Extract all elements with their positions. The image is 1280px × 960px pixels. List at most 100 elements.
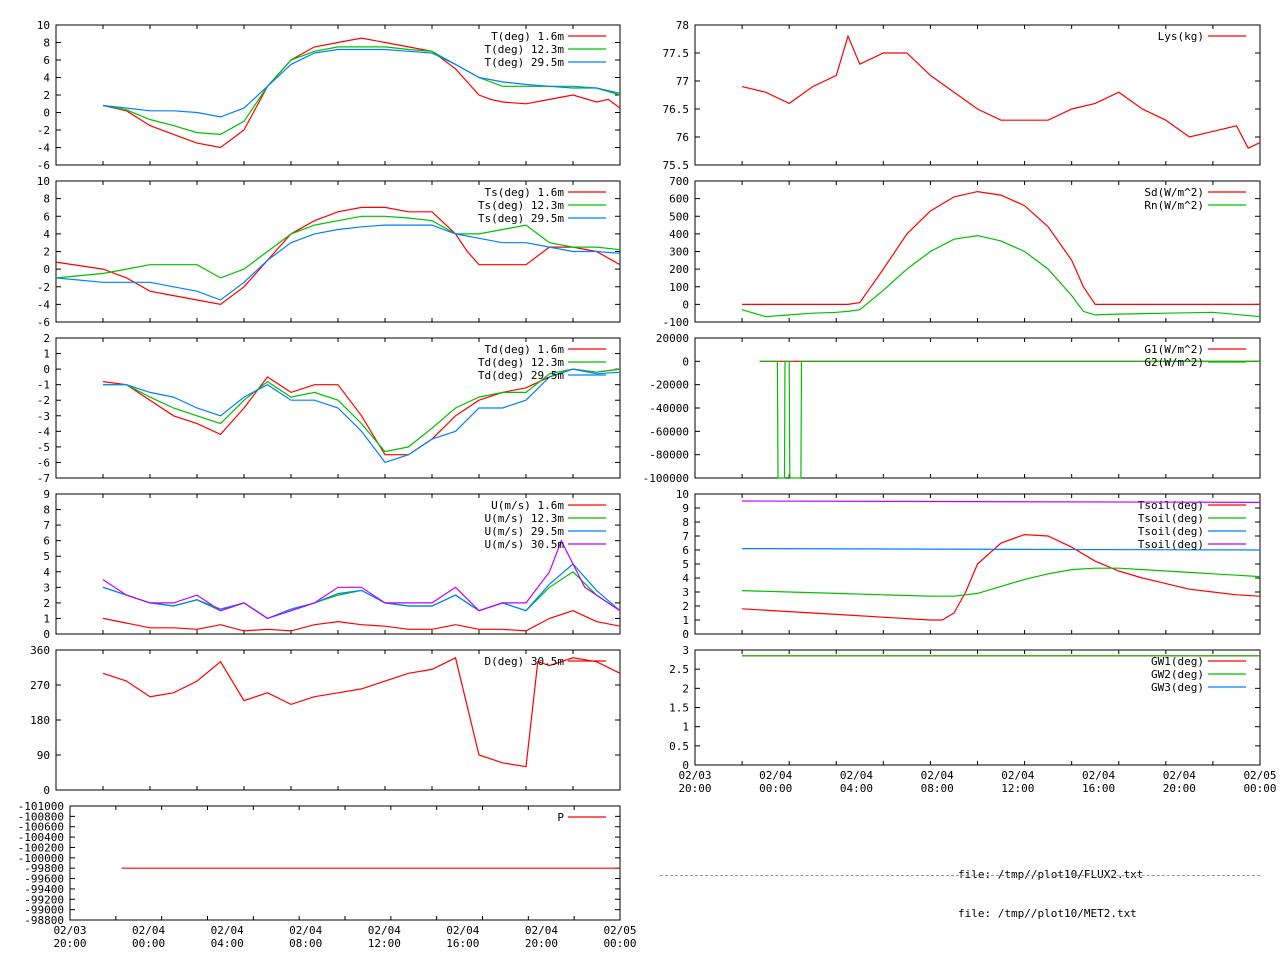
- ytick-label: -3: [37, 410, 50, 423]
- ytick-label: 9: [43, 488, 50, 501]
- ytick-label: 2: [43, 246, 50, 259]
- ytick-label: 360: [30, 644, 50, 657]
- ytick-label: 4: [43, 228, 50, 241]
- xtick-label: 02/04: [446, 924, 479, 937]
- ytick-label: -20000: [649, 379, 689, 392]
- ytick-label: 0: [43, 107, 50, 120]
- series-line-3-1: [102, 571, 621, 620]
- ytick-label: 500: [669, 210, 689, 223]
- ytick-label: 5: [43, 550, 50, 563]
- series-line-8-1: [759, 360, 1260, 479]
- file-info-line-1: file: /tmp//plot10/FLUX2.txt: [958, 868, 1144, 881]
- ytick-label: 10: [37, 19, 50, 32]
- ytick-label: -99400: [24, 883, 64, 896]
- series-line-2-1: [103, 368, 621, 453]
- series-line-9-0: [742, 533, 1261, 621]
- ytick-label: -100600: [18, 821, 64, 834]
- series-line-7-0: [742, 190, 1260, 305]
- ytick-label: 1: [43, 348, 50, 361]
- xtick-label: 00:00: [132, 937, 165, 950]
- legend-label: Tsoil(deg): [1138, 499, 1204, 512]
- ytick-label: 0: [682, 298, 689, 311]
- xtick-label: 04:00: [211, 937, 244, 950]
- ytick-label: -6: [37, 159, 50, 172]
- ytick-label: 8: [43, 193, 50, 206]
- ytick-label: 2: [43, 89, 50, 102]
- xtick-label: 02/04: [525, 924, 558, 937]
- ytick-label: 270: [30, 679, 50, 692]
- ytick-label: 76.5: [663, 103, 690, 116]
- legend-label: P: [557, 811, 564, 824]
- ytick-label: -2: [37, 124, 50, 137]
- legend-label: Td(deg) 29.5m: [478, 369, 564, 382]
- ytick-label: -80000: [649, 449, 689, 462]
- xtick-label: 02/05: [1243, 769, 1276, 782]
- ytick-label: 0: [43, 263, 50, 276]
- ytick-label: 300: [669, 246, 689, 259]
- ytick-label: 3: [43, 581, 50, 594]
- xtick-label: 04:00: [840, 782, 873, 795]
- legend-label: Td(deg) 1.6m: [485, 343, 565, 356]
- xtick-label: 02/04: [1163, 769, 1196, 782]
- xtick-label: 02/04: [840, 769, 873, 782]
- ytick-label: 10: [37, 175, 50, 188]
- ytick-label: -4: [37, 425, 51, 438]
- ytick-label: 7: [43, 519, 50, 532]
- ytick-label: -100400: [18, 831, 64, 844]
- ytick-label: 8: [43, 504, 50, 517]
- ytick-label: 20000: [656, 332, 689, 345]
- ytick-label: -100200: [18, 841, 64, 854]
- ytick-label: 400: [669, 228, 689, 241]
- ytick-label: -99600: [24, 873, 64, 886]
- legend-label: G1(W/m^2): [1144, 343, 1204, 356]
- xtick-label: 02/04: [1082, 769, 1115, 782]
- ytick-label: 2: [43, 597, 50, 610]
- ytick-label: 6: [43, 535, 50, 548]
- ytick-label: 600: [669, 193, 689, 206]
- xtick-label: 00:00: [759, 782, 792, 795]
- legend-label: GW3(deg): [1151, 681, 1204, 694]
- series-line-1-2: [55, 224, 621, 301]
- xtick-label: 02/04: [921, 769, 954, 782]
- divider-line: [660, 875, 1260, 876]
- series-line-0-1: [102, 46, 621, 136]
- ytick-label: -1: [37, 379, 50, 392]
- ytick-label: -100: [663, 316, 690, 329]
- series-line-2-2: [103, 368, 621, 464]
- xtick-label: 02/04: [132, 924, 165, 937]
- series-line-9-1: [742, 567, 1261, 597]
- plot-frame-6: [694, 24, 1261, 166]
- series-line-1-1: [55, 215, 621, 279]
- xtick-label: 12:00: [1001, 782, 1034, 795]
- legend-label: D(deg) 30.5m: [485, 655, 565, 668]
- xtick-label: 02/03: [53, 924, 86, 937]
- series-line-0-2: [102, 48, 621, 118]
- ytick-label: 0: [682, 759, 689, 772]
- ytick-label: -5: [37, 441, 50, 454]
- ytick-label: 2.5: [669, 663, 689, 676]
- series-line-9-3: [742, 500, 1261, 503]
- ytick-label: -100000: [643, 472, 689, 485]
- xtick-label: 02/04: [289, 924, 322, 937]
- series-line-9-2: [742, 547, 1261, 551]
- legend-label: G2(W/m^2): [1144, 356, 1204, 369]
- xtick-label: 08:00: [921, 782, 954, 795]
- ytick-label: 2: [43, 332, 50, 345]
- series-line-0-0: [102, 37, 621, 149]
- ytick-label: 6: [43, 54, 50, 67]
- ytick-label: -2: [37, 394, 50, 407]
- ytick-label: -101000: [18, 800, 64, 813]
- xtick-label: 00:00: [603, 937, 636, 950]
- file-info: file: /tmp//plot10/FLUX2.txt file: /tmp/…: [958, 842, 1143, 933]
- ytick-label: -100800: [18, 810, 64, 823]
- ytick-label: -6: [37, 316, 50, 329]
- legend-label: Tsoil(deg): [1138, 538, 1204, 551]
- ytick-label: 0.5: [669, 740, 689, 753]
- xtick-label: 16:00: [1082, 782, 1115, 795]
- legend-label: Ts(deg) 12.3m: [478, 199, 564, 212]
- ytick-label: -60000: [649, 425, 689, 438]
- ytick-label: 75.5: [663, 159, 690, 172]
- xtick-label: 08:00: [289, 937, 322, 950]
- legend-label: Td(deg) 12.3m: [478, 356, 564, 369]
